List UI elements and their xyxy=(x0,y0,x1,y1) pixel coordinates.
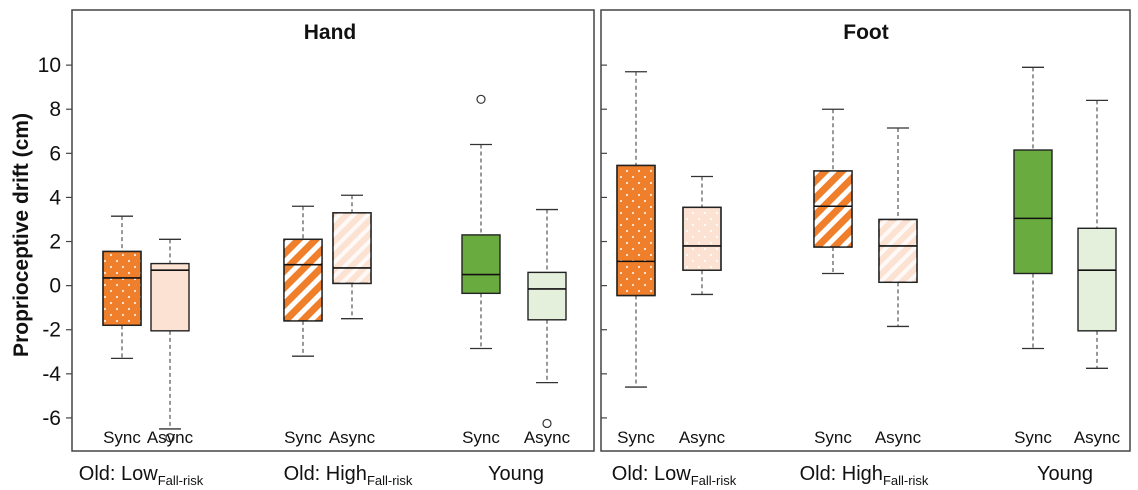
outlier-point xyxy=(476,94,486,104)
box-body xyxy=(527,271,567,321)
panel-foot-title: Foot xyxy=(843,21,888,44)
y-tick-label: 4 xyxy=(49,186,61,209)
box-sync: Sync xyxy=(813,108,853,447)
box-outline xyxy=(878,218,918,284)
group-label: Old: LowFall-risk xyxy=(612,463,737,488)
y-tick-label: 10 xyxy=(38,54,61,77)
box-pattern xyxy=(879,219,917,283)
group-label-subscript: Fall-risk xyxy=(691,473,737,488)
panel-hand: Hand Sync Async Old: LowFall-risk Sync Async… xyxy=(71,9,595,488)
y-axis: Proprioceptive drift (cm) -6 -4 -2 0 2 4 6 8 10 xyxy=(10,54,607,430)
panel-hand-title: Hand xyxy=(304,21,357,44)
group-label: Old: LowFall-risk xyxy=(79,463,204,488)
box-pattern xyxy=(617,165,655,296)
box-sync: Sync xyxy=(1013,66,1053,447)
box-sync: Sync xyxy=(461,94,501,447)
condition-label: Sync xyxy=(617,428,655,447)
y-ticks: -6 -4 -2 0 2 4 6 8 10 xyxy=(38,54,607,430)
box-async: Async xyxy=(329,194,376,447)
group-label-subscript: Fall-risk xyxy=(883,473,929,488)
box-body xyxy=(150,262,190,332)
box-async: Async xyxy=(1074,99,1121,447)
box-body xyxy=(1077,227,1117,332)
group-label-subscript: Fall-risk xyxy=(158,473,204,488)
panel-hand-frame xyxy=(71,9,595,452)
y-tick-label: -6 xyxy=(42,407,61,430)
y-tick-label: 2 xyxy=(49,231,61,254)
box-outline xyxy=(283,238,323,322)
panel-hand-content: Sync Async Old: LowFall-risk Sync Async Old: … xyxy=(79,94,571,488)
box-pattern xyxy=(103,251,141,326)
box-body xyxy=(1013,149,1053,275)
group-label: Young xyxy=(488,463,544,485)
condition-label: Sync xyxy=(103,428,141,447)
panel-foot-frame xyxy=(600,9,1131,452)
box-sync: Sync xyxy=(283,205,323,447)
y-tick-label: 8 xyxy=(49,98,61,121)
y-tick-label: -4 xyxy=(42,363,61,386)
condition-label: Async xyxy=(329,428,376,447)
group-label: Young xyxy=(1037,463,1093,485)
box-body xyxy=(461,234,501,295)
condition-label: Async xyxy=(875,428,922,447)
box-outline xyxy=(616,164,656,297)
condition-label: Sync xyxy=(462,428,500,447)
box-async: Async xyxy=(679,175,726,447)
group-label-subscript: Fall-risk xyxy=(367,473,413,488)
box-outline xyxy=(813,170,853,248)
condition-label: Async xyxy=(1074,428,1121,447)
panel-foot: Foot Sync Async Old: LowFall-risk Sync Async… xyxy=(600,9,1131,488)
outlier-point xyxy=(542,418,552,429)
box-outline xyxy=(102,250,142,327)
box-pattern xyxy=(683,207,721,271)
box-sync: Sync xyxy=(616,71,656,447)
y-tick-label: -2 xyxy=(42,319,61,342)
condition-label: Sync xyxy=(814,428,852,447)
group-label: Old: HighFall-risk xyxy=(284,463,413,488)
condition-label: Async xyxy=(679,428,726,447)
y-tick-label: 0 xyxy=(49,275,61,298)
condition-label: Async xyxy=(524,428,571,447)
box-outline xyxy=(682,206,722,271)
box-async: Async xyxy=(875,127,922,447)
group-label: Old: HighFall-risk xyxy=(800,463,929,488)
condition-label: Sync xyxy=(284,428,322,447)
panel-foot-content: Sync Async Old: LowFall-risk Sync Async Old: … xyxy=(612,66,1121,488)
box-async: Async xyxy=(524,208,571,447)
outlier-point xyxy=(165,433,175,443)
box-pattern xyxy=(284,239,322,321)
box-sync: Sync xyxy=(102,215,142,447)
condition-label: Sync xyxy=(1014,428,1052,447)
box-pattern xyxy=(814,170,852,248)
y-axis-label: Proprioceptive drift (cm) xyxy=(10,113,33,357)
box-pattern xyxy=(333,212,371,284)
y-tick-label: 6 xyxy=(49,142,61,165)
condition-label: Async xyxy=(147,428,194,447)
box-async: Async xyxy=(147,238,194,447)
box-outline xyxy=(332,212,372,285)
